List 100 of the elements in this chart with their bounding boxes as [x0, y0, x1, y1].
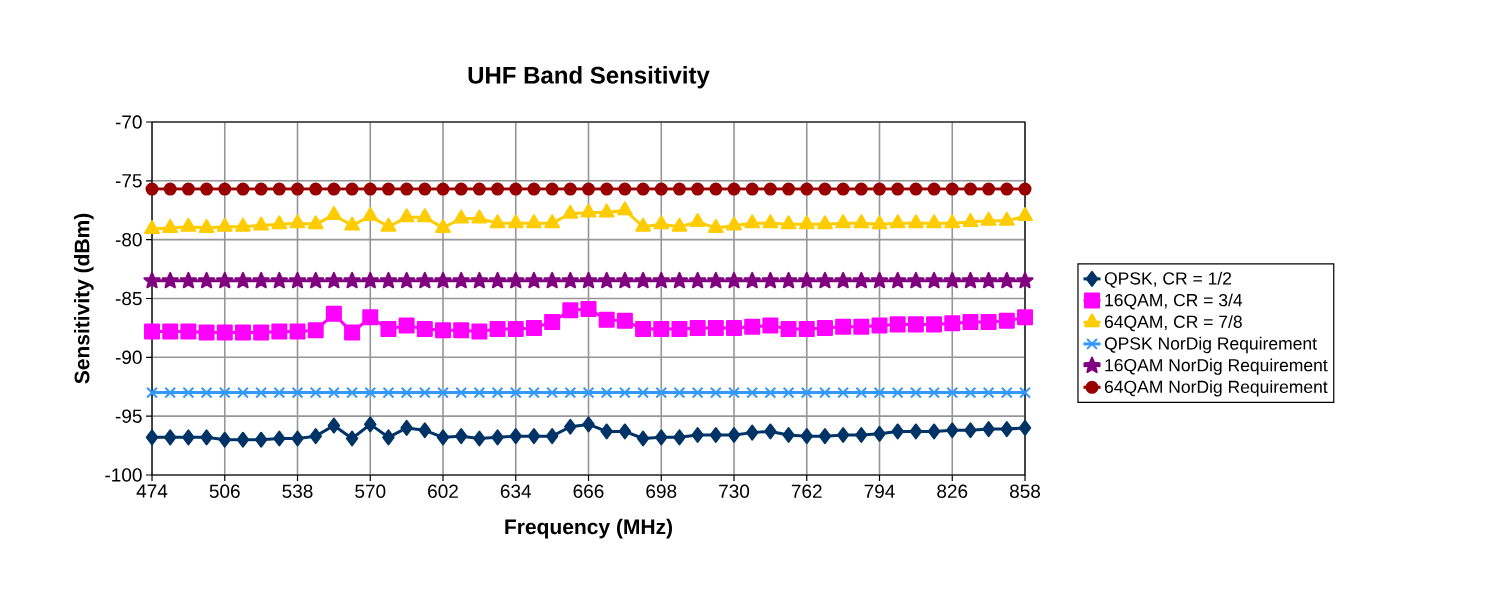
point [454, 182, 468, 196]
legend-label: QPSK, CR = 1/2 [1104, 271, 1232, 288]
point [926, 316, 943, 333]
point [835, 318, 852, 335]
point [982, 182, 996, 196]
point [144, 220, 160, 235]
point [1000, 386, 1013, 399]
point [544, 314, 561, 331]
point [907, 214, 924, 229]
y-tick-label: -100 [105, 468, 142, 482]
point [509, 182, 523, 196]
point [798, 215, 815, 230]
x-tick-label: 826 [937, 484, 968, 498]
point [562, 302, 579, 319]
point [454, 428, 468, 445]
point [982, 421, 995, 438]
point [381, 182, 395, 196]
point [834, 271, 852, 289]
point [307, 322, 324, 339]
point [980, 314, 997, 331]
point [473, 430, 486, 447]
point [782, 426, 795, 443]
point [237, 386, 249, 399]
point [363, 182, 377, 196]
point [234, 324, 251, 341]
point [998, 312, 1015, 329]
point [598, 271, 616, 289]
point [982, 386, 995, 399]
point [636, 430, 650, 447]
point [163, 182, 177, 196]
point [325, 271, 343, 289]
point [616, 312, 633, 329]
point [946, 386, 959, 399]
point [471, 209, 488, 224]
point [582, 416, 595, 433]
point [727, 426, 741, 443]
point [507, 321, 524, 338]
point [800, 428, 814, 445]
point [436, 429, 450, 446]
point [1017, 309, 1034, 326]
x-tick-label: 858 [1009, 484, 1041, 498]
point [234, 271, 252, 289]
point [288, 271, 307, 289]
x-axis-title: Frequency (MHz) [505, 518, 673, 539]
point [800, 182, 814, 196]
point [926, 214, 942, 229]
point [345, 430, 359, 447]
point [707, 218, 724, 233]
x-tick-label: 794 [864, 484, 895, 498]
point [436, 182, 450, 196]
point [580, 203, 597, 218]
point [727, 182, 741, 196]
point [873, 425, 886, 442]
point [435, 322, 452, 339]
point [582, 182, 596, 196]
point [707, 271, 725, 289]
point [944, 214, 961, 229]
point [616, 271, 634, 289]
point [180, 217, 197, 232]
x-tick-label: 762 [791, 484, 822, 498]
point [343, 271, 361, 289]
point [818, 428, 832, 445]
point [162, 218, 179, 233]
point [637, 386, 650, 399]
point [673, 429, 686, 446]
point [289, 214, 306, 229]
point [691, 182, 705, 196]
point [725, 271, 743, 289]
point [961, 271, 980, 289]
point [672, 182, 686, 196]
point [489, 214, 506, 229]
legend-label: 16QAM, CR = 3/4 [1105, 293, 1243, 310]
point [309, 386, 322, 399]
point [728, 386, 740, 399]
point [255, 386, 268, 399]
point [1000, 182, 1014, 196]
x-tick-label: 506 [209, 484, 240, 498]
point [652, 271, 670, 289]
point [836, 426, 850, 443]
point [526, 214, 542, 229]
point [762, 317, 779, 334]
point [398, 317, 415, 334]
point [564, 418, 577, 435]
point [198, 218, 215, 233]
point [653, 321, 670, 338]
y-tick-label: -70 [115, 115, 142, 129]
x-tick-label: 474 [136, 484, 168, 498]
point [491, 386, 504, 399]
point [455, 386, 468, 399]
point [709, 426, 723, 443]
point [291, 182, 305, 196]
x-tick-label: 570 [355, 484, 386, 498]
point [327, 182, 341, 196]
point [179, 271, 197, 289]
point [543, 271, 561, 289]
point [964, 422, 977, 439]
point [691, 426, 704, 443]
y-axis-title: Sensitivity (dBm) [74, 213, 94, 384]
point [600, 386, 613, 399]
point [907, 271, 925, 289]
